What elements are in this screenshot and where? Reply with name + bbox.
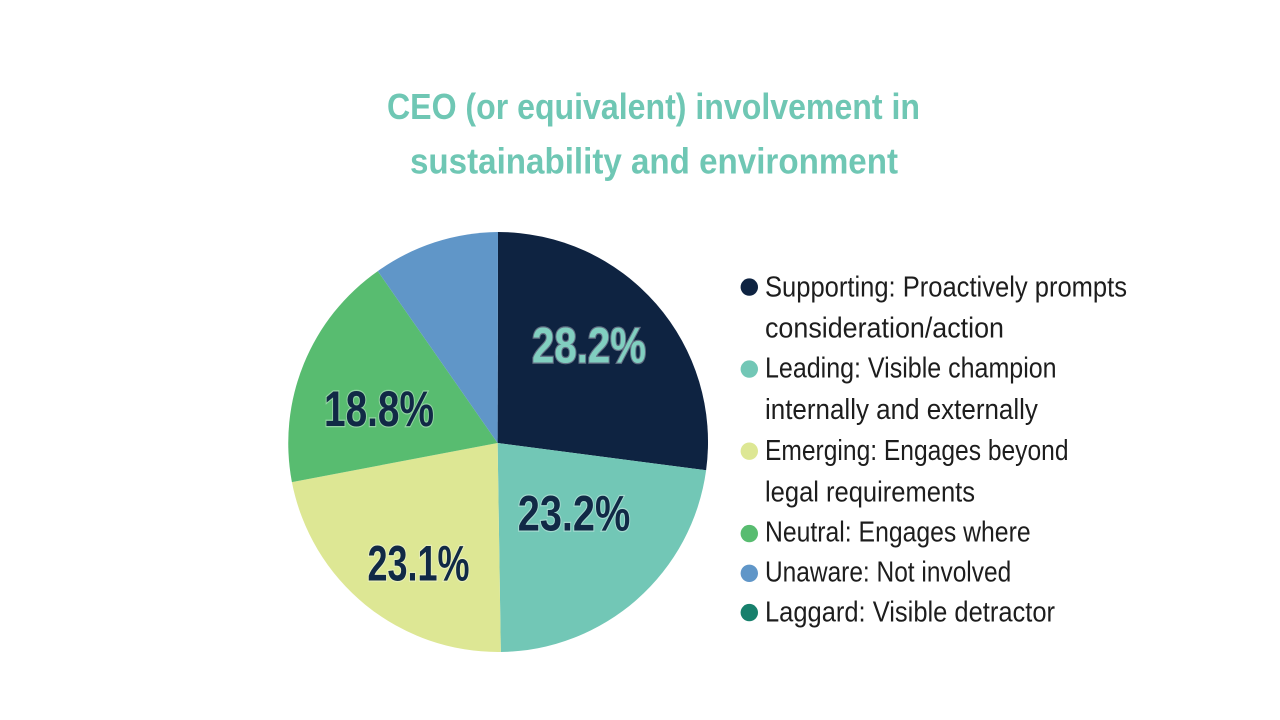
svg-text:sustainability and environment: sustainability and environment [410, 141, 898, 182]
svg-text:18.8%: 18.8% [324, 380, 434, 437]
svg-text:consideration/action: consideration/action [765, 313, 1004, 345]
svg-text:23.2%: 23.2% [518, 484, 631, 541]
svg-text:internally and externally: internally and externally [765, 394, 1038, 426]
svg-text:28.2%: 28.2% [532, 317, 646, 374]
svg-text:Neutral: Engages where: Neutral: Engages where [765, 516, 1031, 548]
svg-text:Leading: Visible champion: Leading: Visible champion [765, 352, 1057, 384]
svg-text:23.1%: 23.1% [368, 534, 470, 591]
svg-text:Emerging: Engages beyond: Emerging: Engages beyond [765, 435, 1069, 467]
svg-text:CEO (or equivalent) involvemen: CEO (or equivalent) involvement in [387, 86, 920, 127]
svg-text:Laggard: Visible detractor: Laggard: Visible detractor [765, 597, 1055, 629]
svg-text:Unaware: Not involved: Unaware: Not involved [765, 557, 1011, 589]
svg-text:Supporting: Proactively prompt: Supporting: Proactively prompts [765, 271, 1127, 303]
svg-text:legal requirements: legal requirements [765, 477, 975, 509]
